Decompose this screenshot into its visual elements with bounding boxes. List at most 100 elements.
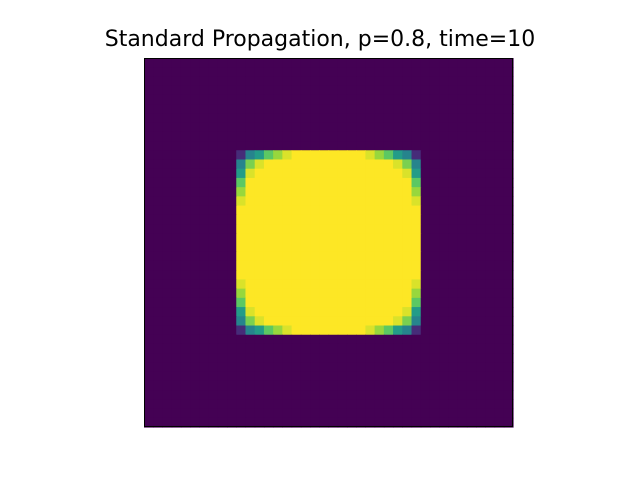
heatmap-cell xyxy=(346,399,357,410)
heatmap-cell xyxy=(494,76,505,87)
heatmap-cell xyxy=(383,94,394,105)
heatmap-cell xyxy=(319,297,330,308)
heatmap-cell xyxy=(448,233,459,244)
heatmap-cell xyxy=(439,224,450,234)
heatmap-cell xyxy=(402,168,413,179)
heatmap-cell xyxy=(245,251,256,262)
heatmap-cell xyxy=(190,177,200,188)
heatmap-cell xyxy=(199,242,210,253)
heatmap-cell xyxy=(153,279,164,290)
heatmap-cell xyxy=(162,131,173,142)
heatmap-cell xyxy=(171,58,182,68)
heatmap-cell xyxy=(448,399,459,410)
heatmap-cell xyxy=(503,233,514,244)
heatmap-cell xyxy=(263,85,274,96)
heatmap-cell xyxy=(494,334,505,345)
heatmap-cell xyxy=(448,353,459,364)
heatmap-cell xyxy=(448,113,459,124)
heatmap-cell xyxy=(429,362,440,373)
heatmap-cell xyxy=(485,233,496,244)
heatmap-cell xyxy=(144,224,154,234)
heatmap-cell xyxy=(171,307,182,317)
heatmap-cell xyxy=(273,270,283,280)
heatmap-cell xyxy=(503,224,514,234)
heatmap-cell xyxy=(208,371,219,382)
heatmap-cell xyxy=(457,316,468,327)
heatmap-cell xyxy=(457,58,468,68)
heatmap-cell xyxy=(291,297,302,308)
heatmap-cell xyxy=(494,196,505,207)
heatmap-cell xyxy=(328,417,339,428)
heatmap-cell xyxy=(374,371,385,382)
heatmap-cell xyxy=(319,224,330,234)
heatmap-cell xyxy=(199,122,210,133)
heatmap-cell xyxy=(208,76,219,87)
heatmap-cell xyxy=(254,122,265,133)
heatmap-cell xyxy=(227,288,237,299)
heatmap-cell xyxy=(429,214,440,225)
heatmap-cell xyxy=(420,334,431,345)
heatmap-cell xyxy=(346,177,357,188)
heatmap-cell xyxy=(365,279,376,290)
heatmap-cell xyxy=(227,417,237,428)
heatmap-cell xyxy=(180,362,191,373)
heatmap-cell xyxy=(217,214,228,225)
heatmap-cell xyxy=(466,316,477,327)
heatmap-cell xyxy=(282,205,293,216)
heatmap-cell xyxy=(365,159,376,170)
heatmap-cell xyxy=(199,187,210,197)
heatmap-cell xyxy=(466,76,477,87)
heatmap-cell xyxy=(310,196,320,207)
heatmap-cell xyxy=(429,205,440,216)
heatmap-cell xyxy=(337,325,348,336)
heatmap-cell xyxy=(153,85,164,96)
heatmap-cell xyxy=(374,408,385,419)
heatmap-cell xyxy=(171,316,182,327)
heatmap-cell xyxy=(319,353,330,364)
heatmap-cell xyxy=(466,85,477,96)
heatmap-cell xyxy=(457,270,468,280)
heatmap-cell xyxy=(402,177,413,188)
heatmap-cell xyxy=(337,233,348,244)
heatmap-cell xyxy=(217,233,228,244)
heatmap-cell xyxy=(485,122,496,133)
heatmap-cell xyxy=(227,334,237,345)
heatmap-cell xyxy=(217,168,228,179)
heatmap-cell xyxy=(383,233,394,244)
heatmap-cell xyxy=(190,113,200,124)
heatmap-cell xyxy=(199,251,210,262)
heatmap-cell xyxy=(227,279,237,290)
heatmap-cell xyxy=(448,251,459,262)
heatmap-cell xyxy=(429,196,440,207)
heatmap-cell xyxy=(356,58,366,68)
heatmap-cell xyxy=(420,343,431,354)
heatmap-cell xyxy=(494,58,505,68)
heatmap-cell xyxy=(374,224,385,234)
heatmap-cell xyxy=(476,408,486,419)
heatmap-cell xyxy=(402,260,413,271)
heatmap-cell xyxy=(153,251,164,262)
heatmap-cell xyxy=(411,187,422,197)
heatmap-cell xyxy=(236,113,247,124)
heatmap-cell xyxy=(236,233,247,244)
heatmap-cell xyxy=(162,334,173,345)
heatmap-cell xyxy=(374,187,385,197)
heatmap-cell xyxy=(245,390,256,400)
heatmap-cell xyxy=(282,307,293,317)
heatmap-cell xyxy=(429,122,440,133)
heatmap-cell xyxy=(180,334,191,345)
heatmap-cell xyxy=(439,279,450,290)
heatmap-cell xyxy=(476,58,486,68)
heatmap-cell xyxy=(439,67,450,78)
heatmap-cell xyxy=(254,224,265,234)
heatmap-cell xyxy=(144,94,154,105)
heatmap-cell xyxy=(144,67,154,78)
heatmap-cell xyxy=(273,187,283,197)
heatmap-cell xyxy=(402,85,413,96)
heatmap-cell xyxy=(199,233,210,244)
heatmap-cell xyxy=(310,362,320,373)
heatmap-cell xyxy=(171,168,182,179)
heatmap-cell xyxy=(393,168,403,179)
heatmap-cell xyxy=(503,251,514,262)
heatmap-cell xyxy=(291,67,302,78)
